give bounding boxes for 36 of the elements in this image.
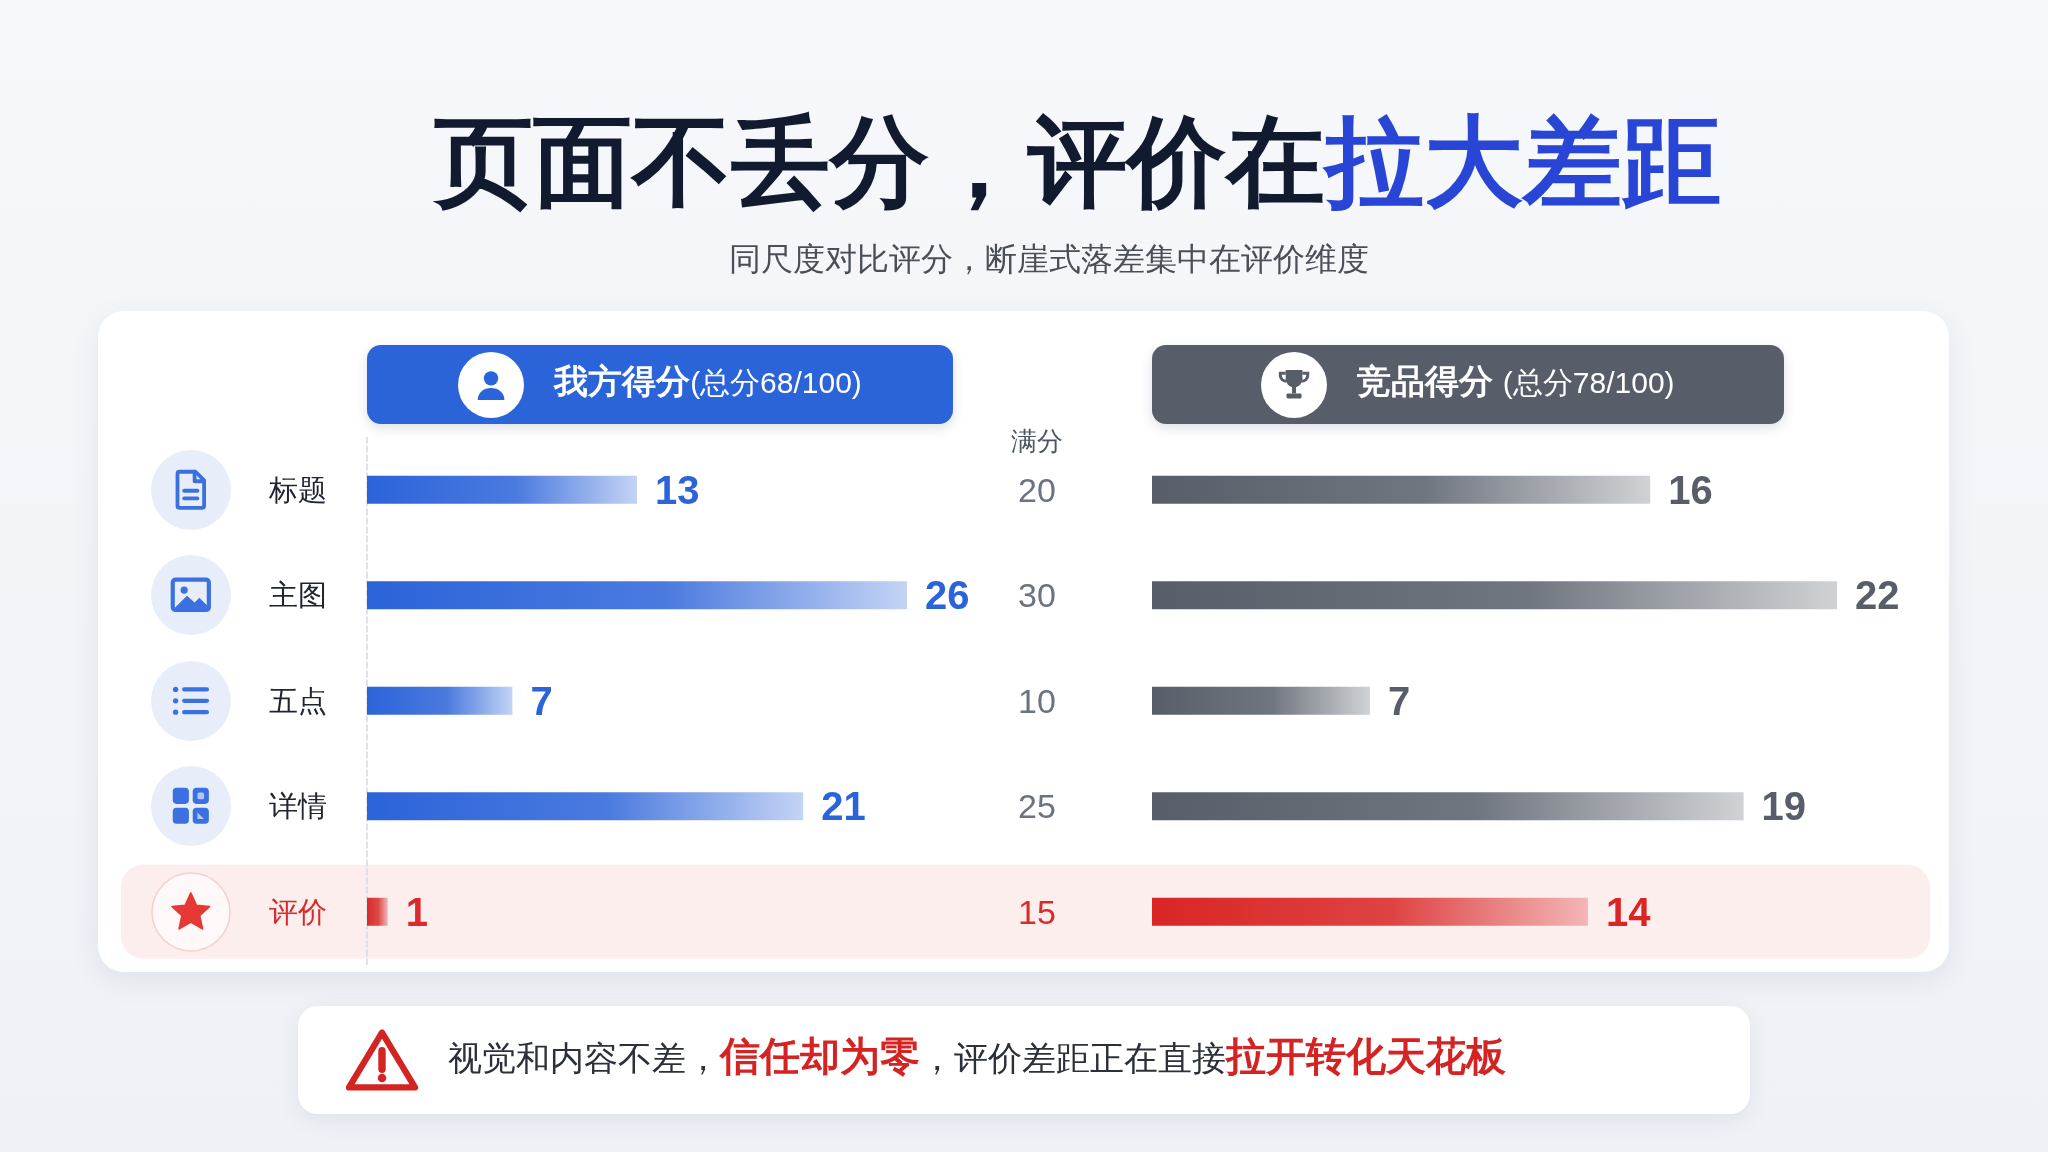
bar [1152, 686, 1370, 715]
data-label: 16 [1668, 467, 1713, 512]
data-label: 15 [1018, 892, 1056, 931]
data-label: 25 [1018, 787, 1056, 826]
y-tick-label: 详情 [269, 790, 327, 823]
y-tick-label: 标题 [268, 473, 327, 506]
y-tick-label: 评价 [269, 895, 327, 928]
data-label: 7 [1387, 678, 1411, 723]
bar [367, 686, 513, 715]
bar [1152, 897, 1588, 926]
bar [1152, 581, 1837, 610]
bar [1152, 475, 1651, 504]
data-label: 26 [925, 573, 970, 618]
data-label: 10 [1018, 681, 1056, 720]
bar [1152, 792, 1744, 821]
data-label: 20 [1018, 470, 1056, 509]
text: 同尺度对比评分，断崖式落差集中在评价维度 [729, 240, 1369, 279]
chart-title: 我方得分(总分68/100) [554, 362, 862, 400]
bar [367, 581, 907, 610]
data-label: 22 [1855, 573, 1900, 618]
y-tick-label: 主图 [269, 579, 327, 612]
text: 页面不丢分，评价在拉大差距 [433, 106, 1721, 217]
data-label: 19 [1761, 784, 1807, 829]
data-label: 7 [530, 678, 553, 723]
bar [367, 897, 388, 926]
data-label: 1 [405, 889, 429, 934]
bar [367, 475, 637, 504]
data-label: 13 [655, 467, 700, 512]
chart-title: 竞品得分 (总分78/100) [1357, 362, 1675, 400]
bar [367, 792, 804, 821]
data-label: 21 [821, 784, 866, 829]
y-tick-label: 五点 [269, 684, 327, 717]
data-label: 30 [1018, 576, 1056, 615]
text: 视觉和内容不差，信任却为零，评价差距正在直接拉开转化天花板 [448, 1033, 1506, 1078]
data-label: 14 [1605, 889, 1652, 934]
text: 满分 [1011, 425, 1063, 457]
